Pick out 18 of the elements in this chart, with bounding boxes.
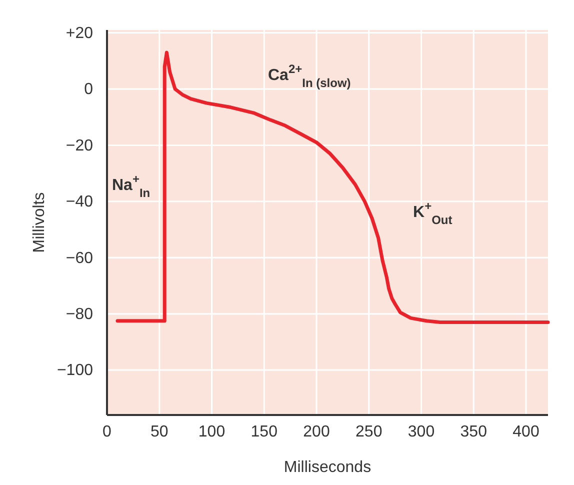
y-tick-label: 0 bbox=[84, 81, 94, 98]
x-axis-title: Milliseconds bbox=[284, 459, 372, 476]
y-axis-title: Millivolts bbox=[31, 192, 48, 253]
y-tick-label: −20 bbox=[66, 137, 94, 154]
y-tick-label: −80 bbox=[66, 306, 94, 323]
x-tick-label: 300 bbox=[408, 423, 435, 440]
y-tick-label: −60 bbox=[66, 250, 94, 267]
x-tick-label: 50 bbox=[150, 423, 168, 440]
x-tick-label: 250 bbox=[356, 423, 382, 440]
y-tick-label: −100 bbox=[56, 362, 94, 380]
x-tick-label: 200 bbox=[303, 423, 330, 440]
y-tick-label: +20 bbox=[66, 24, 94, 42]
x-tick-label: 350 bbox=[460, 423, 488, 440]
x-tick-label: 0 bbox=[102, 423, 112, 440]
x-tick-label: 100 bbox=[198, 423, 226, 440]
x-tick-label: 400 bbox=[512, 423, 540, 440]
x-tick-label: 150 bbox=[250, 423, 278, 440]
y-tick-label: −40 bbox=[66, 194, 94, 211]
